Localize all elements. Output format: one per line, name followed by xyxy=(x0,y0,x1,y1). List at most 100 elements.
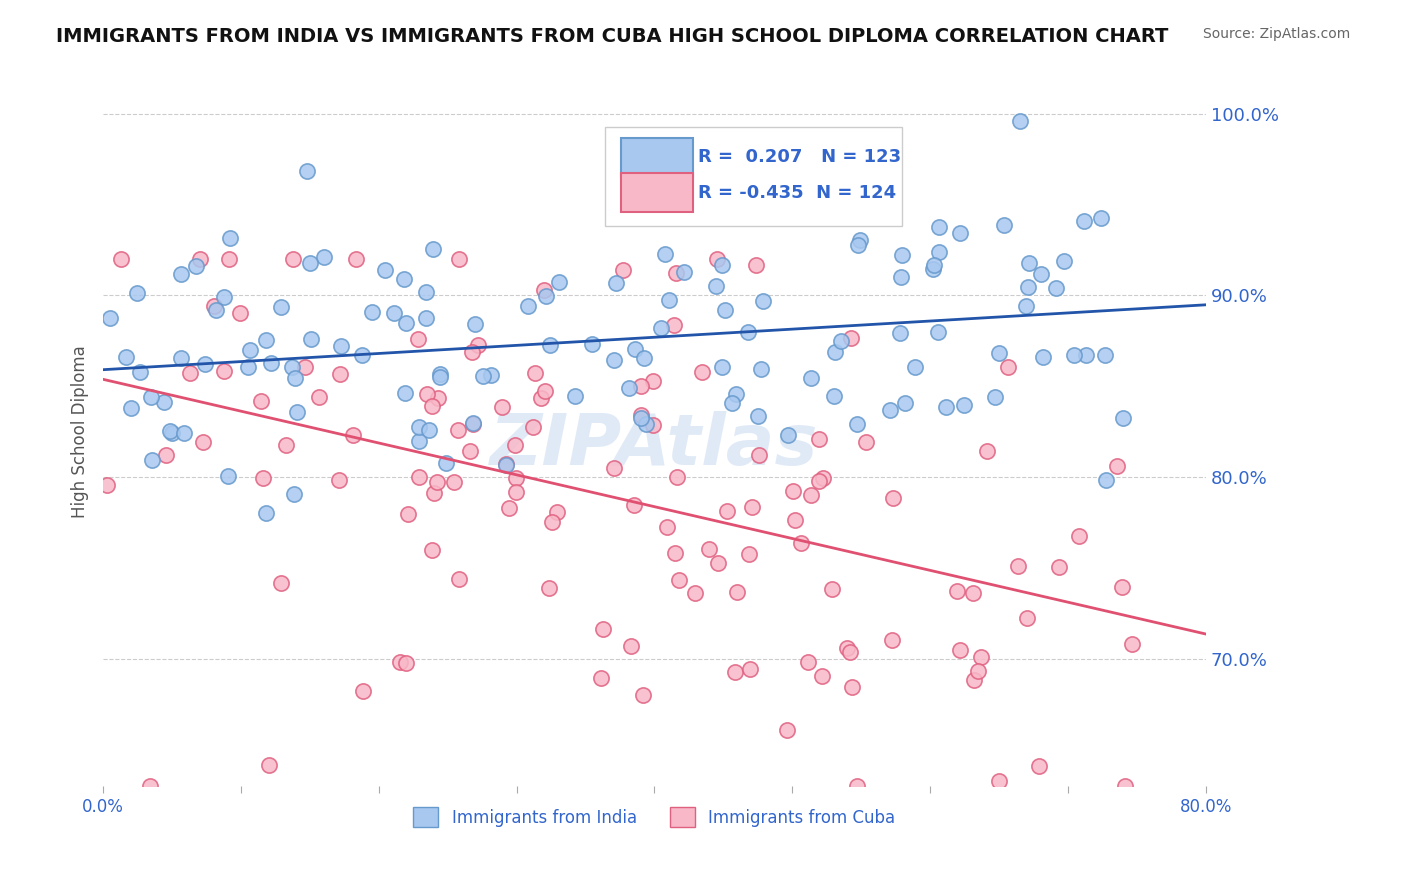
Immigrants from India xyxy=(564,389,586,403)
Immigrants from Cuba xyxy=(447,423,470,437)
Immigrants from India xyxy=(737,325,759,339)
Immigrants from India xyxy=(538,338,561,352)
Immigrants from Cuba xyxy=(467,338,489,352)
Immigrants from Cuba xyxy=(294,360,316,375)
Immigrants from India xyxy=(636,417,658,431)
Immigrants from Cuba xyxy=(422,485,444,500)
Immigrants from Cuba xyxy=(737,547,759,561)
Immigrants from Cuba xyxy=(420,543,443,558)
Immigrants from India xyxy=(1073,214,1095,228)
Immigrants from India xyxy=(212,290,235,304)
Immigrants from Cuba xyxy=(328,473,350,487)
Immigrants from India xyxy=(129,365,152,379)
Immigrants from India xyxy=(633,351,655,365)
Immigrants from India xyxy=(1074,348,1097,362)
Immigrants from Cuba xyxy=(782,483,804,498)
Immigrants from Cuba xyxy=(841,680,863,694)
Immigrants from India xyxy=(624,343,647,357)
Immigrants from Cuba xyxy=(976,443,998,458)
Immigrants from Cuba xyxy=(1105,459,1128,474)
Immigrants from Cuba xyxy=(155,448,177,462)
Immigrants from India xyxy=(415,310,437,325)
Immigrants from Cuba xyxy=(880,632,903,647)
Immigrants from Cuba xyxy=(962,585,984,599)
Immigrants from India xyxy=(160,425,183,440)
Immigrants from India xyxy=(1090,211,1112,226)
Immigrants from India xyxy=(952,398,974,412)
Immigrants from India xyxy=(194,357,217,371)
Immigrants from Cuba xyxy=(252,471,274,485)
Immigrants from India xyxy=(422,242,444,256)
Immigrants from Cuba xyxy=(546,505,568,519)
Immigrants from India xyxy=(846,238,869,252)
Immigrants from Cuba xyxy=(706,252,728,266)
Immigrants from Cuba xyxy=(643,374,665,388)
Immigrants from Cuba xyxy=(839,331,862,345)
Immigrants from India xyxy=(1031,268,1053,282)
Immigrants from India xyxy=(889,326,911,340)
Immigrants from Cuba xyxy=(855,435,877,450)
Immigrants from India xyxy=(704,279,727,293)
Immigrants from Cuba xyxy=(630,408,652,422)
Immigrants from India xyxy=(800,371,823,385)
Immigrants from India xyxy=(720,396,742,410)
Immigrants from India xyxy=(581,336,603,351)
Immigrants from Cuba xyxy=(463,417,485,432)
Immigrants from Cuba xyxy=(837,641,859,656)
Immigrants from Cuba xyxy=(785,513,807,527)
Immigrants from Cuba xyxy=(188,252,211,266)
Immigrants from Cuba xyxy=(396,507,419,521)
Immigrants from India xyxy=(987,346,1010,360)
Immigrants from India xyxy=(658,293,681,307)
Immigrants from Cuba xyxy=(807,475,830,489)
Immigrants from India xyxy=(823,389,845,403)
Immigrants from India xyxy=(495,458,517,473)
Immigrants from India xyxy=(890,269,912,284)
Immigrants from India xyxy=(394,386,416,401)
Immigrants from Cuba xyxy=(790,536,813,550)
Immigrants from India xyxy=(418,423,440,437)
Immigrants from Cuba xyxy=(1028,759,1050,773)
Immigrants from Cuba xyxy=(741,500,763,515)
Immigrants from India xyxy=(239,343,262,358)
Y-axis label: High School Diploma: High School Diploma xyxy=(72,345,89,518)
Immigrants from Cuba xyxy=(388,655,411,669)
Immigrants from India xyxy=(141,390,163,404)
Immigrants from Cuba xyxy=(631,688,654,702)
Immigrants from Cuba xyxy=(724,665,747,680)
Immigrants from Cuba xyxy=(662,318,685,332)
Immigrants from Cuba xyxy=(967,664,990,678)
Immigrants from India xyxy=(159,424,181,438)
Text: IMMIGRANTS FROM INDIA VS IMMIGRANTS FROM CUBA HIGH SCHOOL DIPLOMA CORRELATION CH: IMMIGRANTS FROM INDIA VS IMMIGRANTS FROM… xyxy=(56,27,1168,45)
Immigrants from India xyxy=(928,245,950,260)
Immigrants from India xyxy=(1063,347,1085,361)
Immigrants from India xyxy=(479,368,502,383)
Immigrants from Cuba xyxy=(202,300,225,314)
Immigrants from Cuba xyxy=(352,684,374,698)
Immigrants from India xyxy=(619,381,641,395)
Immigrants from Cuba xyxy=(447,252,470,266)
Immigrants from Cuba xyxy=(538,581,561,595)
Immigrants from India xyxy=(1017,280,1039,294)
Immigrants from Cuba xyxy=(461,345,484,359)
Immigrants from India xyxy=(217,469,239,483)
Immigrants from Cuba xyxy=(505,471,527,485)
Immigrants from Cuba xyxy=(589,671,612,685)
Immigrants from India xyxy=(603,353,626,368)
Immigrants from Cuba xyxy=(970,649,993,664)
Immigrants from India xyxy=(928,220,950,235)
Immigrants from Cuba xyxy=(699,541,721,556)
Immigrants from Cuba xyxy=(776,723,799,737)
Immigrants from India xyxy=(710,258,733,272)
Immigrants from Cuba xyxy=(308,390,330,404)
Immigrants from India xyxy=(281,359,304,374)
Immigrants from India xyxy=(464,317,486,331)
FancyBboxPatch shape xyxy=(621,137,693,177)
Immigrants from India xyxy=(849,233,872,247)
Immigrants from Cuba xyxy=(426,391,449,405)
Immigrants from Cuba xyxy=(193,434,215,449)
Immigrants from Cuba xyxy=(447,572,470,586)
Immigrants from Cuba xyxy=(800,488,823,502)
Immigrants from Cuba xyxy=(949,642,972,657)
Immigrants from Cuba xyxy=(530,391,553,405)
